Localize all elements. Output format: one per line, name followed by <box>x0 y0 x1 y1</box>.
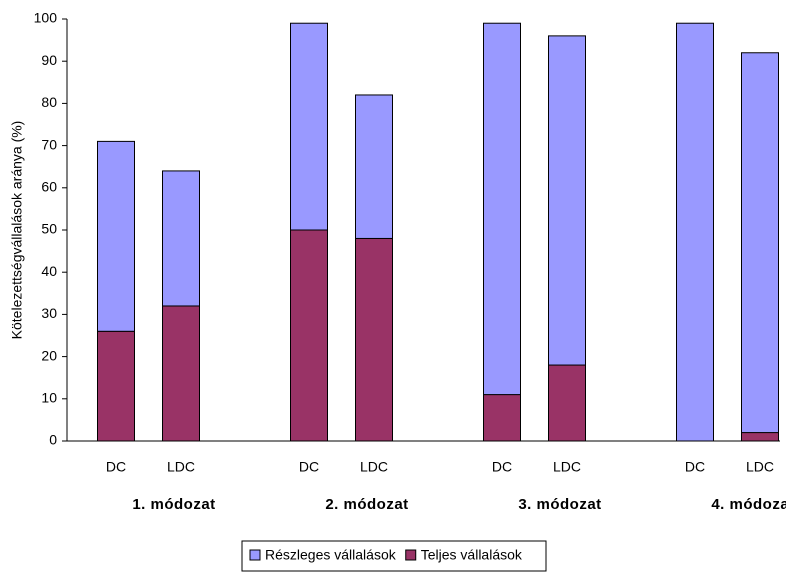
x-tick-label: DC <box>106 459 126 475</box>
bar-segment <box>548 364 586 442</box>
x-tick-label: DC <box>685 459 705 475</box>
bar-segment <box>355 237 393 442</box>
bar-segment <box>483 22 521 396</box>
bar-segment <box>162 305 200 442</box>
y-tick-label: 90 <box>41 52 57 68</box>
y-tick-label: 100 <box>34 10 58 26</box>
legend-label: Teljes vállalások <box>421 547 523 563</box>
group-label: 3. módozat <box>518 496 601 513</box>
bar-segment <box>741 52 779 434</box>
bar-segment <box>290 229 328 442</box>
y-tick-label: 40 <box>41 263 57 279</box>
y-tick-label: 20 <box>41 347 57 363</box>
x-tick-label: DC <box>492 459 512 475</box>
y-tick-label: 30 <box>41 305 57 321</box>
bar-segment <box>97 330 135 442</box>
legend-swatch <box>405 549 417 561</box>
x-tick-label: LDC <box>167 459 195 475</box>
group-label: 2. módozat <box>325 496 408 513</box>
bar-segment <box>355 94 393 239</box>
y-tick-label: 50 <box>41 221 57 237</box>
y-tick-label: 10 <box>41 390 57 406</box>
group-label: 1. módozat <box>132 496 215 513</box>
y-tick-label: 0 <box>49 432 57 448</box>
y-tick-label: 70 <box>41 136 57 152</box>
x-tick-label: LDC <box>746 459 774 475</box>
bar-segment <box>741 432 779 442</box>
legend-label: Részleges vállalások <box>265 547 397 563</box>
bar-segment <box>290 22 328 231</box>
y-axis-label: Kötelezettségvállalások aránya (%) <box>9 121 25 340</box>
legend-swatch <box>249 549 261 561</box>
x-tick-label: LDC <box>360 459 388 475</box>
bar-segment <box>676 22 714 442</box>
bar-segment <box>162 170 200 307</box>
group-label: 4. módozat <box>711 496 786 513</box>
bar-segment <box>97 140 135 332</box>
bar-segment <box>483 394 521 442</box>
legend-box <box>241 540 547 572</box>
x-tick-label: DC <box>299 459 319 475</box>
bar-segment <box>548 35 586 366</box>
y-tick-label: 80 <box>41 94 57 110</box>
x-tick-label: LDC <box>553 459 581 475</box>
y-tick-label: 60 <box>41 179 57 195</box>
